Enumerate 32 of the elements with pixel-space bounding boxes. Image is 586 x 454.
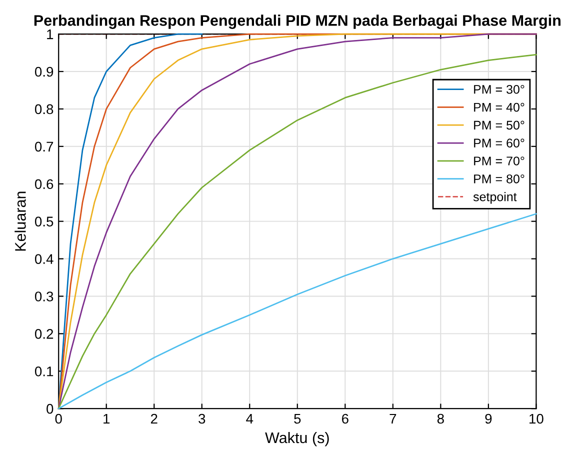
y-tick-label: 0 xyxy=(46,404,54,414)
y-tick-label: 1 xyxy=(47,30,54,40)
chart-title: Perbandingan Respon Pengendali PID MZN pada Berbagai Phase Margin xyxy=(34,14,560,29)
x-tick-label: 5 xyxy=(294,414,301,424)
y-tick-label: 0.6 xyxy=(34,179,54,190)
y-tick-label: 0.5 xyxy=(34,216,54,226)
legend-label: PM = 80° xyxy=(474,174,524,184)
legend-label: setpoint xyxy=(473,192,517,204)
legend-label: PM = 40° xyxy=(474,102,524,112)
x-tick-label: 2 xyxy=(150,414,158,424)
y-tick-label: 0.8 xyxy=(34,104,54,114)
y-tick-label: 0.1 xyxy=(34,366,54,376)
legend-label: PM = 70° xyxy=(474,156,524,166)
x-tick-label: 8 xyxy=(437,414,444,424)
legend-label: PM = 60° xyxy=(474,138,524,148)
y-tick-label: 0.3 xyxy=(34,292,54,302)
legend-label: PM = 30° xyxy=(474,84,524,94)
x-tick-label: 3 xyxy=(198,414,206,424)
x-axis-title: Waktu (s) xyxy=(265,432,329,446)
x-tick-label: 9 xyxy=(485,414,492,424)
y-axis-title: Keluaran xyxy=(14,192,26,251)
y-tick-label: 0.4 xyxy=(34,254,54,264)
y-tick-label: 0.7 xyxy=(34,142,54,152)
y-tick-label: 0.9 xyxy=(34,66,54,77)
x-tick-label: 0 xyxy=(55,414,62,424)
legend-label: PM = 50° xyxy=(474,120,524,130)
x-tick-label: 10 xyxy=(530,414,544,424)
x-tick-label: 4 xyxy=(246,414,254,424)
x-tick-label: 7 xyxy=(390,414,396,424)
x-tick-label: 6 xyxy=(342,414,348,424)
x-tick-label: 1 xyxy=(104,414,110,424)
y-tick-label: 0.2 xyxy=(34,329,54,339)
